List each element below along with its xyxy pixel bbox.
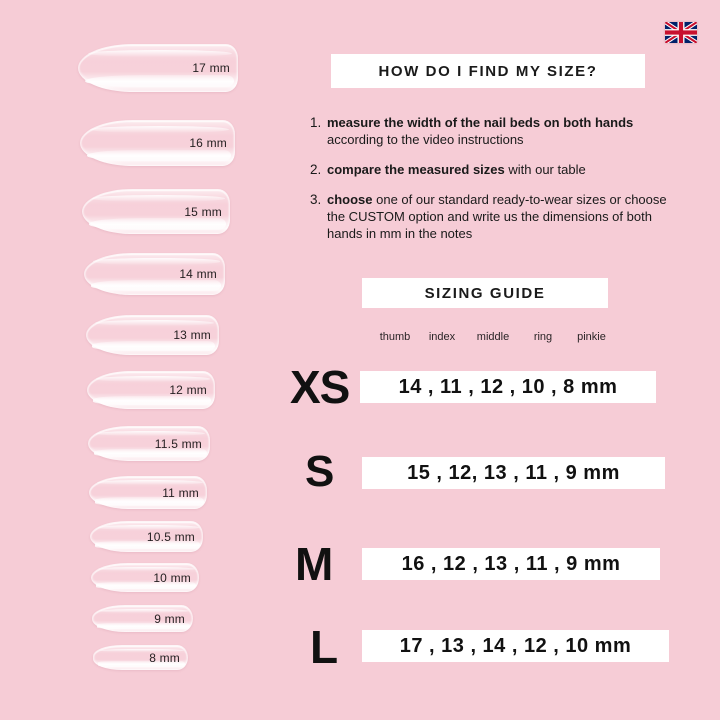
nail-tip-shape — [86, 315, 219, 355]
sizing-guide-heading-box: SIZING GUIDE — [362, 278, 608, 308]
finger-headers: thumb index middle ring pinkie — [372, 331, 617, 343]
how-to-step: 3. choose one of our standard ready-to-we… — [310, 191, 670, 242]
step-text-bold: measure the width of the nail beds on bo… — [327, 115, 634, 130]
how-to-steps: 1. measure the width of the nail beds on … — [310, 114, 670, 255]
nail-tip: 8 mm — [93, 645, 188, 670]
size-values-m: 16 , 12 , 13 , 11 , 9 mm — [401, 552, 621, 575]
uk-flag-icon — [665, 22, 697, 43]
step-text: compare the measured sizes with our tabl… — [327, 161, 670, 178]
nail-tip-shape — [90, 521, 203, 552]
nail-tip-shape — [92, 605, 193, 632]
nail-tip: 16 mm — [80, 120, 235, 166]
finger-header-ring: ring — [533, 331, 553, 343]
finger-header-index: index — [428, 331, 456, 343]
nail-tip: 17 mm — [78, 44, 238, 92]
nail-tip-label: 10 mm — [153, 570, 191, 585]
nail-tip-label: 15 mm — [184, 204, 222, 219]
nail-tip-label: 16 mm — [189, 136, 227, 150]
finger-header-middle: middle — [476, 331, 510, 343]
size-values-bar-m: 16 , 12 , 13 , 11 , 9 mm — [362, 548, 660, 580]
nail-tip: 15 mm — [82, 189, 230, 234]
nail-tip-label: 14 mm — [179, 267, 217, 281]
step-text-bold: choose — [327, 192, 373, 207]
nail-tip-shape — [88, 426, 210, 461]
nail-tip: 11 mm — [89, 476, 207, 509]
size-letter-s: S — [305, 447, 334, 496]
nail-tip-label: 9 mm — [154, 611, 185, 626]
step-text-rest: according to the video instructions — [327, 132, 524, 147]
nail-tip: 13 mm — [86, 315, 219, 355]
nail-tip-shape — [87, 371, 215, 409]
nail-tip-shape — [91, 563, 199, 592]
nail-tip: 11.5 mm — [88, 426, 210, 461]
step-number: 2. — [310, 162, 322, 177]
nail-tip-label: 12 mm — [169, 383, 207, 397]
step-text-bold: compare the measured sizes — [327, 162, 505, 177]
nail-tip-label: 11 mm — [162, 485, 199, 500]
step-text-rest: one of our standard ready-to-wear sizes … — [327, 192, 667, 241]
nail-tip-label: 13 mm — [173, 328, 211, 342]
step-number: 3. — [310, 192, 322, 207]
nail-tip: 14 mm — [84, 253, 225, 295]
nail-tip-shape — [84, 253, 225, 295]
how-to-heading: HOW DO I FIND MY SIZE? — [378, 62, 598, 80]
nail-tip: 12 mm — [87, 371, 215, 409]
size-values-bar-xs: 14 , 11 , 12 , 10 , 8 mm — [360, 371, 656, 403]
nail-tip: 10.5 mm — [90, 521, 203, 552]
how-to-step: 2. compare the measured sizes with our ta… — [310, 161, 670, 178]
nail-tip-shape — [93, 645, 188, 670]
size-letter-xs: XS — [290, 361, 350, 413]
nail-tip-label: 10.5 mm — [146, 529, 195, 544]
size-values-bar-s: 15 , 12, 13 , 11 , 9 mm — [362, 457, 665, 489]
nail-tip-label: 17 mm — [192, 61, 230, 75]
how-to-heading-box: HOW DO I FIND MY SIZE? — [331, 54, 645, 88]
how-to-step: 1. measure the width of the nail beds on … — [310, 114, 670, 148]
step-text-rest: with our table — [504, 162, 586, 177]
step-text: measure the width of the nail beds on bo… — [327, 114, 670, 148]
size-values-s: 15 , 12, 13 , 11 , 9 mm — [407, 461, 620, 484]
nail-tip: 9 mm — [92, 605, 193, 632]
step-text: choose one of our standard ready-to-wear… — [327, 191, 670, 242]
sizing-guide-heading: SIZING GUIDE — [424, 284, 546, 302]
step-number: 1. — [310, 115, 322, 130]
nail-tip-shape — [82, 189, 230, 234]
nail-tip-shape — [78, 44, 238, 92]
finger-header-pinkie: pinkie — [577, 331, 606, 343]
nail-tip-chart: 17 mm 16 mm 15 mm 14 mm 13 mm 12 mm 11.5 mm 11 … — [0, 0, 300, 720]
nail-tip-shape — [80, 120, 235, 166]
size-letter-m: M — [295, 538, 333, 590]
nail-tip-shape — [89, 476, 207, 509]
size-values-l: 17 , 13 , 14 , 12 , 10 mm — [399, 634, 632, 657]
nail-tip: 10 mm — [91, 563, 199, 592]
finger-header-thumb: thumb — [379, 331, 411, 343]
nail-tip-label: 8 mm — [149, 650, 180, 665]
size-values-bar-l: 17 , 13 , 14 , 12 , 10 mm — [362, 630, 669, 662]
nail-tip-label: 11.5 mm — [154, 436, 202, 451]
size-letter-l: L — [310, 621, 338, 673]
size-values-xs: 14 , 11 , 12 , 10 , 8 mm — [398, 375, 618, 398]
